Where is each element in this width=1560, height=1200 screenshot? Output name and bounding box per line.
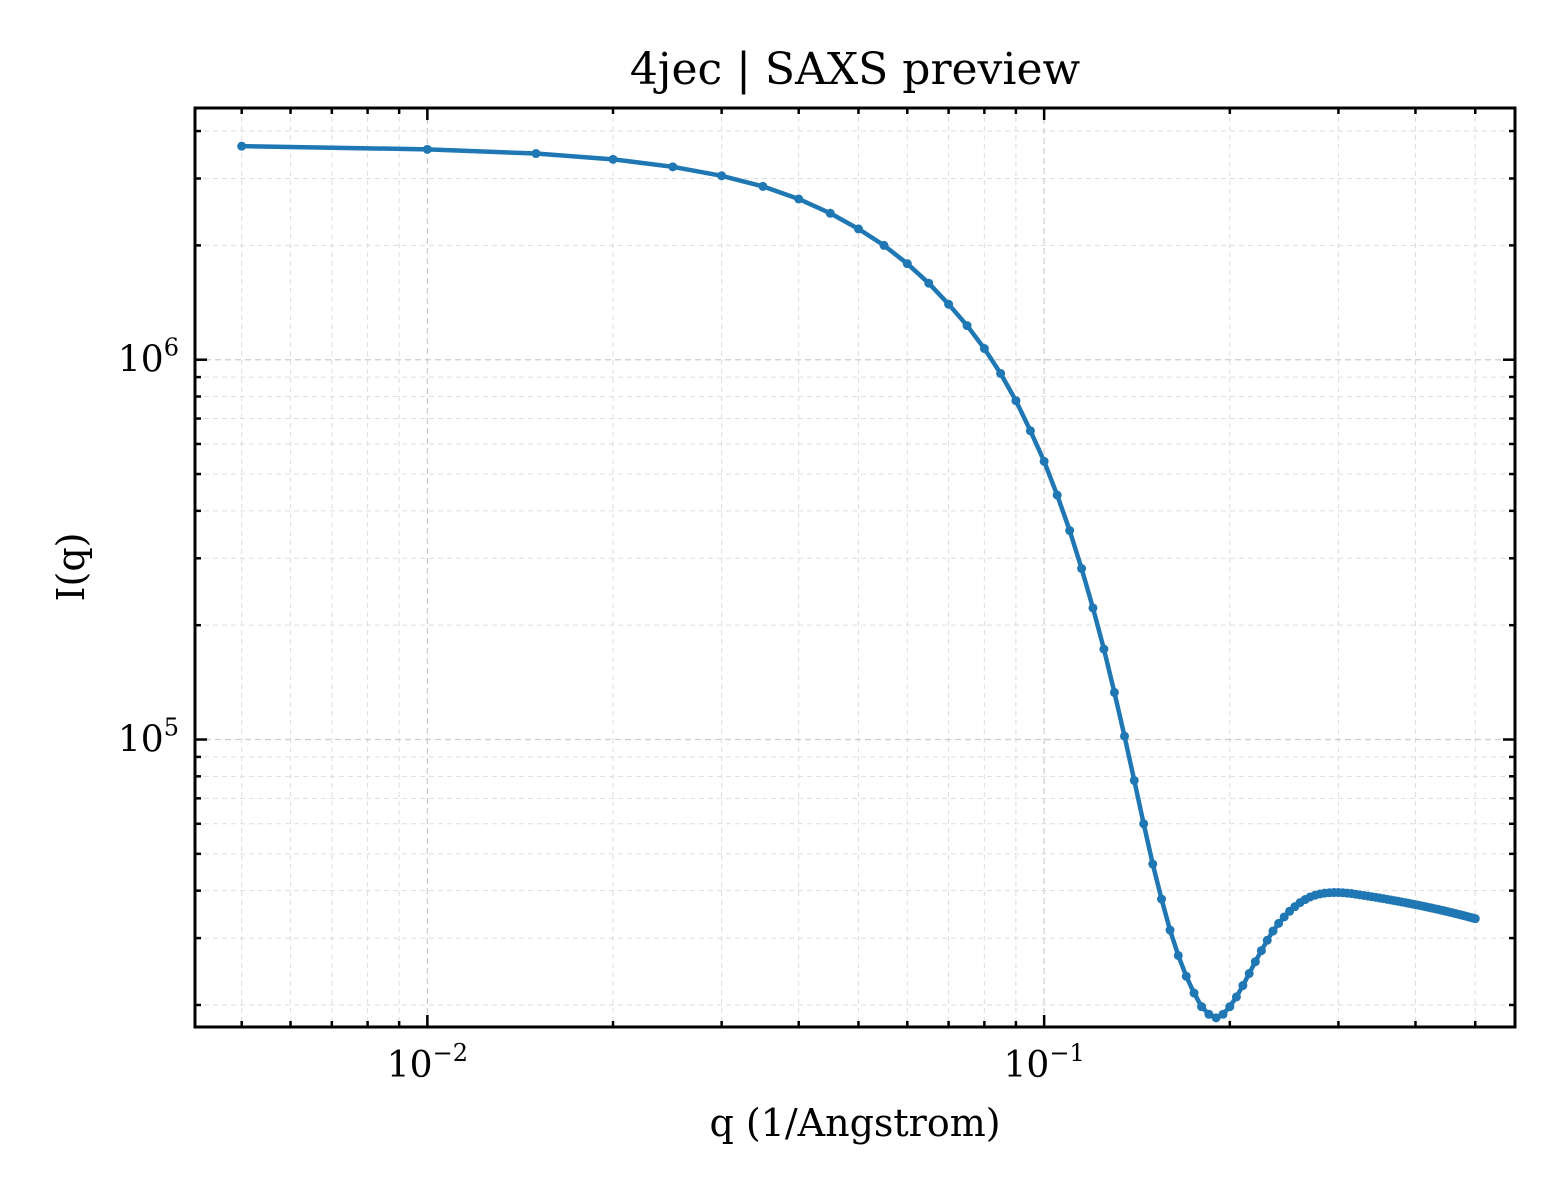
data-point [1011,396,1021,406]
data-point [1274,918,1284,928]
plot-frame [193,106,1517,1029]
data-point [1238,981,1248,991]
data-point [1025,426,1035,436]
y-tick-label: 106 [118,334,179,381]
y-axis-label: I(q) [49,533,93,602]
data-point [1165,925,1175,935]
data-point [531,149,541,159]
data-point [758,181,768,191]
data-point [1262,935,1272,945]
data-point [944,299,954,309]
data-point [717,171,727,181]
y-tick-label: 105 [118,714,179,761]
data-point [1129,775,1139,785]
grid [195,108,1515,1027]
x-tick-label: 10−1 [1004,1039,1085,1086]
data-point [794,194,804,204]
data-point [1120,731,1130,741]
x-tick-label: 10−2 [387,1039,468,1086]
data-point [1225,1002,1235,1012]
data-point [1088,603,1098,613]
data-point [1256,946,1266,956]
data-point [1218,1009,1228,1019]
data-point [1173,950,1183,960]
data-point [1279,912,1289,922]
data-point [1197,1002,1207,1012]
data-point [962,321,972,331]
data-point [1065,526,1075,536]
data-point [1211,1013,1221,1023]
data-point [1052,490,1062,500]
data-point [1139,819,1149,829]
data-point [825,208,835,218]
data-point [1157,894,1167,904]
x-axis-label: q (1/Angstrom) [709,1101,1000,1145]
data-point [1204,1009,1214,1019]
series-line [241,143,1476,1021]
data-point [1470,914,1480,924]
data-point [1268,926,1278,936]
data-point [1148,859,1158,869]
chart-title: 4jec | SAXS preview [630,44,1081,95]
data-point [1231,992,1241,1002]
data-point [668,162,678,172]
data-point [1250,957,1260,967]
data-point [1244,969,1254,979]
data-point [1099,644,1109,654]
data-point [1109,687,1119,697]
data-point [422,144,432,154]
plot-area [237,141,1480,1023]
data-point [979,344,989,354]
data-point [902,259,912,269]
ticks: 10−2 10−1 105 106 [118,108,1515,1086]
data-point [1181,971,1191,981]
data-point [924,278,934,288]
data-point [879,240,889,250]
data-point [1189,988,1199,998]
data-point [996,368,1006,378]
data-point [608,154,618,164]
data-point [1077,564,1087,574]
data-point [1039,456,1049,466]
data-point [237,141,247,151]
data-point [853,224,863,234]
